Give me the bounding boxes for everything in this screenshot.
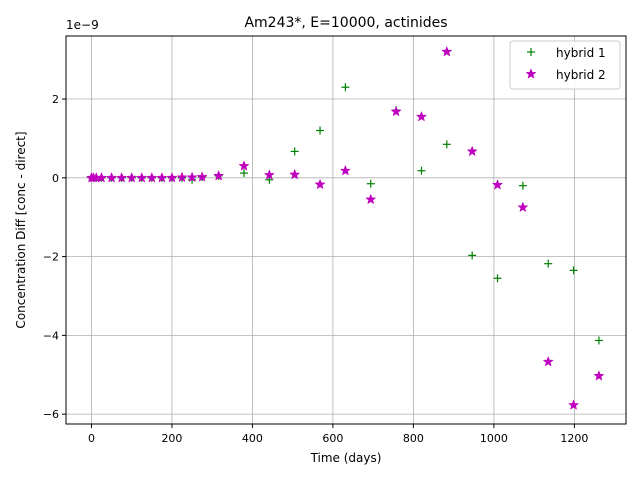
x-axis-label: Time (days) (310, 451, 382, 465)
hybrid-1-point (468, 251, 477, 260)
hybrid-1-point (239, 169, 248, 178)
y-tick-label: 2 (52, 93, 59, 106)
legend-marker (527, 48, 535, 56)
hybrid-2-point (96, 172, 107, 183)
hybrid-2-point (593, 370, 604, 381)
hybrid-1-point (544, 259, 553, 268)
hybrid-2-point (543, 356, 554, 367)
hybrid-1-point (518, 181, 527, 190)
hybrid-2-point (517, 202, 528, 212)
hybrid-2-point (197, 171, 208, 182)
hybrid-2-point (126, 172, 137, 183)
hybrid-2-point (156, 172, 167, 183)
legend-marker-hybrid-2 (525, 68, 537, 79)
hybrid-2-point (340, 165, 351, 176)
data-marks (86, 46, 604, 410)
y-offset-label: 1e−9 (66, 18, 99, 32)
legend-label-hybrid-2: hybrid 2 (556, 68, 606, 82)
hybrid-2-point (391, 106, 402, 116)
hybrid-1-point (417, 166, 426, 175)
hybrid-2-point (106, 172, 117, 183)
hybrid-2-point (416, 111, 427, 122)
hybrid-2-point (116, 172, 127, 183)
legend-label-hybrid-1: hybrid 1 (556, 46, 606, 60)
hybrid-2-point (492, 179, 503, 190)
hybrid-2-point (264, 169, 275, 180)
plot-frame (65, 35, 627, 425)
hybrid-1-point (366, 179, 375, 188)
x-tick-label: 800 (403, 432, 424, 445)
hybrid-2-point (166, 172, 177, 183)
hybrid-1-point (594, 336, 603, 345)
hybrid-2-point (187, 172, 198, 182)
legend-box (509, 40, 621, 90)
hybrid-1-point (442, 140, 451, 149)
y-tick-label: −4 (43, 329, 59, 342)
legend-marker (525, 68, 537, 79)
hybrid-1-point (569, 266, 578, 275)
y-tick-label: −6 (43, 408, 59, 421)
hybrid-1-point (341, 83, 350, 92)
hybrid-1-point (316, 126, 325, 135)
hybrid-2-point (213, 170, 224, 181)
x-tick-label: 1000 (480, 432, 508, 445)
x-tick-label: 0 (88, 432, 95, 445)
x-tick-label: 200 (161, 432, 182, 445)
chart-title: Am243*, E=10000, actinides (244, 15, 447, 31)
legend-marker-hybrid-1 (527, 48, 535, 56)
hybrid-1-point (493, 274, 502, 283)
hybrid-2-point (238, 160, 250, 171)
hybrid-2-point (136, 172, 147, 183)
axis-ticks: 0 200 400 600 800 1000 1200 −6 −4 −2 0 2 (43, 93, 589, 445)
hybrid-2-point (365, 194, 376, 204)
hybrid-2-point (146, 172, 157, 183)
hybrid-2-point (176, 172, 188, 182)
hybrid-2-point (467, 146, 478, 156)
x-tick-label: 600 (322, 432, 343, 445)
y-axis-label: Concentration Diff [conc - direct] (14, 131, 28, 328)
legend: hybrid 1 hybrid 2 (509, 40, 621, 90)
grid (66, 36, 626, 424)
hybrid-1-point (290, 147, 299, 156)
y-tick-label: 0 (52, 172, 59, 185)
hybrid-2-point (441, 46, 452, 57)
hybrid-2-point (568, 399, 579, 410)
y-tick-label: −2 (43, 251, 59, 264)
x-tick-label: 400 (242, 432, 263, 445)
hybrid-2-point (314, 179, 326, 189)
hybrid-2-point (289, 169, 300, 179)
x-tick-label: 1200 (560, 432, 588, 445)
